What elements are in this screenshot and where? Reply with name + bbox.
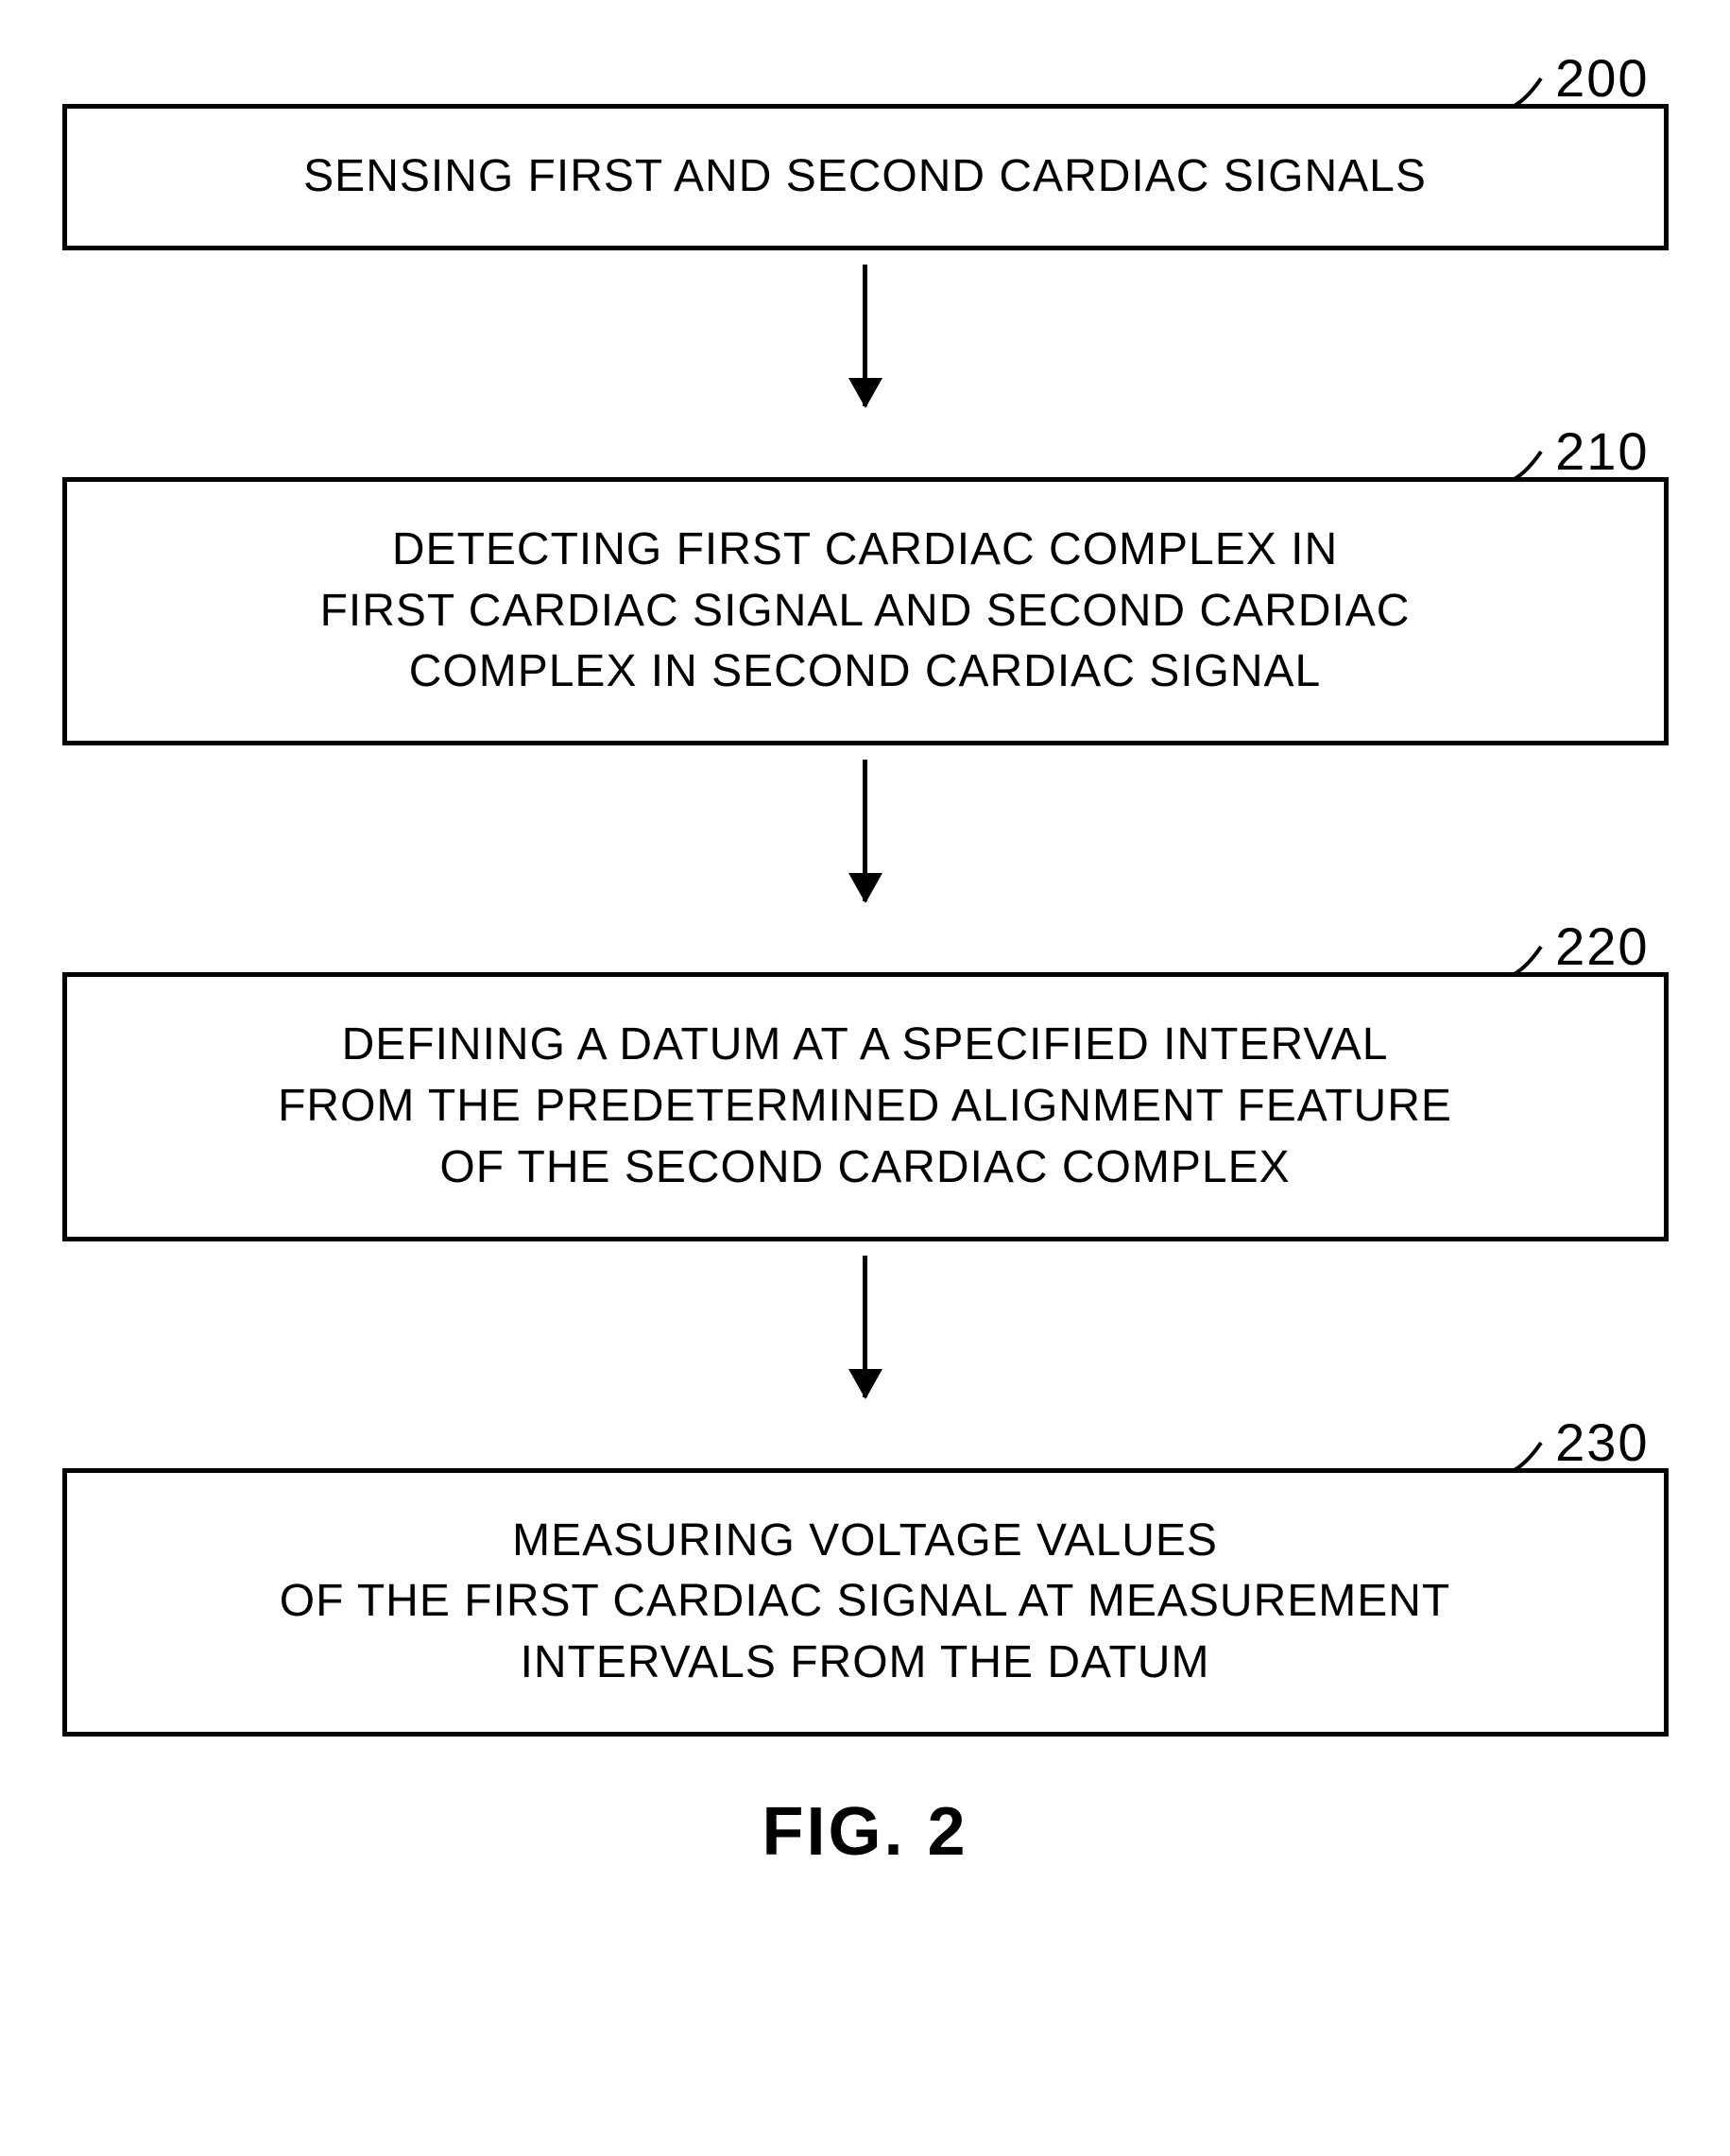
box-text-200: SENSING FIRST AND SECOND CARDIAC SIGNALS (95, 146, 1636, 208)
arrow-200-210 (62, 250, 1669, 420)
ref-label-group: 230 (1508, 1412, 1649, 1473)
ref-curve-icon (1508, 1435, 1555, 1473)
arrow-head-icon (848, 1369, 882, 1399)
flowchart-box-230: MEASURING VOLTAGE VALUESOF THE FIRST CAR… (62, 1468, 1669, 1737)
ref-label-group: 220 (1508, 915, 1649, 977)
arrow-line-icon (863, 760, 867, 901)
arrow-220-230 (62, 1241, 1669, 1412)
ref-number-230: 230 (1555, 1412, 1649, 1473)
arrow-head-icon (848, 873, 882, 903)
ref-label-row: 210 (43, 420, 1687, 482)
flowchart-container: 200 SENSING FIRST AND SECOND CARDIAC SIG… (62, 47, 1669, 1871)
box-text-220: DEFINING A DATUM AT A SPECIFIED INTERVAL… (95, 1015, 1636, 1198)
box-text-210: DETECTING FIRST CARDIAC COMPLEX INFIRST … (95, 520, 1636, 703)
flowchart-box-220: DEFINING A DATUM AT A SPECIFIED INTERVAL… (62, 972, 1669, 1241)
ref-curve-icon (1508, 444, 1555, 482)
ref-label-row: 220 (43, 915, 1687, 977)
arrow-210-220 (62, 745, 1669, 915)
flowchart-box-200: SENSING FIRST AND SECOND CARDIAC SIGNALS (62, 104, 1669, 250)
ref-number-200: 200 (1555, 47, 1649, 109)
ref-label-row: 230 (43, 1412, 1687, 1473)
arrow-line-icon (863, 1256, 867, 1397)
ref-curve-icon (1508, 71, 1555, 109)
arrow-line-icon (863, 265, 867, 406)
ref-label-group: 210 (1508, 420, 1649, 482)
figure-label: FIG. 2 (762, 1793, 968, 1871)
ref-label-row: 200 (43, 47, 1687, 109)
ref-number-210: 210 (1555, 420, 1649, 482)
arrow-head-icon (848, 378, 882, 408)
box-text-230: MEASURING VOLTAGE VALUESOF THE FIRST CAR… (95, 1511, 1636, 1694)
ref-curve-icon (1508, 939, 1555, 977)
ref-label-group: 200 (1508, 47, 1649, 109)
flowchart-box-210: DETECTING FIRST CARDIAC COMPLEX INFIRST … (62, 477, 1669, 745)
ref-number-220: 220 (1555, 915, 1649, 977)
